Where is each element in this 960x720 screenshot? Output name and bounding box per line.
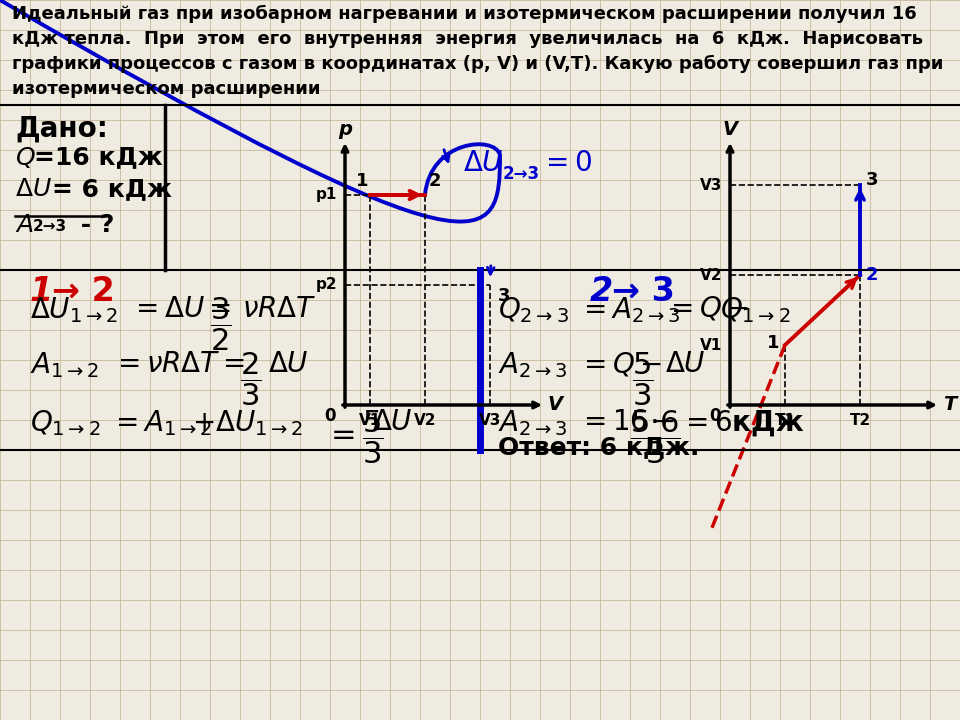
Text: V2: V2 — [414, 413, 436, 428]
Text: изотермическом расширении: изотермическом расширении — [12, 80, 321, 98]
Text: $\Delta U$: $\Delta U$ — [665, 350, 706, 378]
Text: Дано:: Дано: — [15, 115, 108, 143]
Text: 1: 1 — [30, 275, 53, 308]
Text: $A_{2\to3}$: $A_{2\to3}$ — [498, 350, 567, 380]
Text: $\Delta U_{1\to2}$: $\Delta U_{1\to2}$ — [30, 295, 118, 325]
Text: 2→3: 2→3 — [503, 165, 540, 183]
Text: $Q$: $Q$ — [15, 145, 36, 170]
Text: Идеальный газ при изобарном нагревании и изотермическом расширении получил 16: Идеальный газ при изобарном нагревании и… — [12, 5, 917, 23]
Text: 1: 1 — [356, 172, 369, 190]
Text: V1: V1 — [359, 413, 381, 428]
Text: $\dfrac{2}{3}$: $\dfrac{2}{3}$ — [240, 350, 261, 408]
Text: $Q_{2\to3}$: $Q_{2\to3}$ — [498, 295, 569, 325]
Text: T2: T2 — [850, 413, 871, 428]
Text: $=6$кДж: $=6$кДж — [680, 408, 804, 438]
Text: V1: V1 — [700, 338, 722, 353]
Text: 0: 0 — [709, 407, 721, 425]
Text: $\Delta U$: $\Delta U$ — [372, 408, 413, 436]
Text: V: V — [548, 395, 564, 415]
Text: = 6 кДж: = 6 кДж — [52, 177, 172, 201]
Text: $\Delta U$: $\Delta U$ — [268, 350, 309, 378]
Text: p2: p2 — [316, 277, 337, 292]
Text: T1: T1 — [775, 413, 796, 428]
Text: $=\Delta U=$: $=\Delta U=$ — [130, 295, 231, 323]
Text: V: V — [723, 120, 737, 139]
Text: - ?: - ? — [72, 213, 114, 237]
Text: p: p — [338, 120, 352, 139]
Text: p1: p1 — [316, 187, 337, 202]
Text: $Q_{1\to2}$: $Q_{1\to2}$ — [720, 295, 790, 325]
Text: 2→3: 2→3 — [33, 219, 67, 234]
Text: $=Q-$: $=Q-$ — [578, 350, 661, 378]
Text: =16 кДж: =16 кДж — [34, 145, 162, 169]
Text: $=Q-$: $=Q-$ — [665, 295, 749, 323]
Text: $\nu R\Delta T$: $\nu R\Delta T$ — [242, 295, 317, 323]
Text: 2: 2 — [866, 266, 878, 284]
Text: → 3: → 3 — [612, 275, 675, 308]
Text: $Q_{1\to2}$: $Q_{1\to2}$ — [30, 408, 101, 438]
Text: $\dfrac{5{\cdot}6}{3}$: $\dfrac{5{\cdot}6}{3}$ — [630, 408, 681, 466]
Text: V3: V3 — [700, 178, 722, 192]
Text: 2: 2 — [429, 172, 442, 190]
Text: кДж тепла.  При  этом  его  внутренняя  энергия  увеличилась  на  6  кДж.  Нарис: кДж тепла. При этом его внутренняя энерг… — [12, 30, 923, 48]
Text: $=\nu R\Delta T=$: $=\nu R\Delta T=$ — [112, 350, 245, 378]
Text: T: T — [943, 395, 956, 415]
Text: 0: 0 — [324, 407, 336, 425]
Text: V2: V2 — [700, 268, 722, 282]
Text: $+\Delta U_{1\to2}$: $+\Delta U_{1\to2}$ — [192, 408, 303, 438]
Text: $=16-$: $=16-$ — [578, 408, 675, 436]
Text: Ответ: 6 кДж.: Ответ: 6 кДж. — [498, 435, 700, 459]
Text: $A_{2\to3}$: $A_{2\to3}$ — [498, 408, 567, 438]
Text: → 2: → 2 — [52, 275, 115, 308]
Text: $=A_{1\to2}$: $=A_{1\to2}$ — [110, 408, 211, 438]
Text: 3: 3 — [498, 287, 511, 305]
Text: 2: 2 — [590, 275, 613, 308]
Text: $\Delta U$: $\Delta U$ — [15, 177, 52, 201]
Text: 1: 1 — [767, 334, 780, 352]
Text: 3: 3 — [866, 171, 878, 189]
Text: $\Delta U$: $\Delta U$ — [463, 149, 504, 177]
Text: $=\dfrac{5}{3}$: $=\dfrac{5}{3}$ — [325, 408, 384, 466]
Text: $=A_{2\to3}$: $=A_{2\to3}$ — [578, 295, 680, 325]
Text: V3: V3 — [479, 413, 501, 428]
Text: $\dfrac{3}{2}$: $\dfrac{3}{2}$ — [210, 295, 231, 353]
Text: $A_{1\to2}$: $A_{1\to2}$ — [30, 350, 99, 380]
Text: $=0$: $=0$ — [540, 149, 592, 177]
Text: $\dfrac{5}{3}$: $\dfrac{5}{3}$ — [632, 350, 654, 408]
Text: графики процессов с газом в координатах (p, V) и (V,T). Какую работу совершил га: графики процессов с газом в координатах … — [12, 55, 944, 73]
Text: $A$: $A$ — [15, 213, 34, 237]
